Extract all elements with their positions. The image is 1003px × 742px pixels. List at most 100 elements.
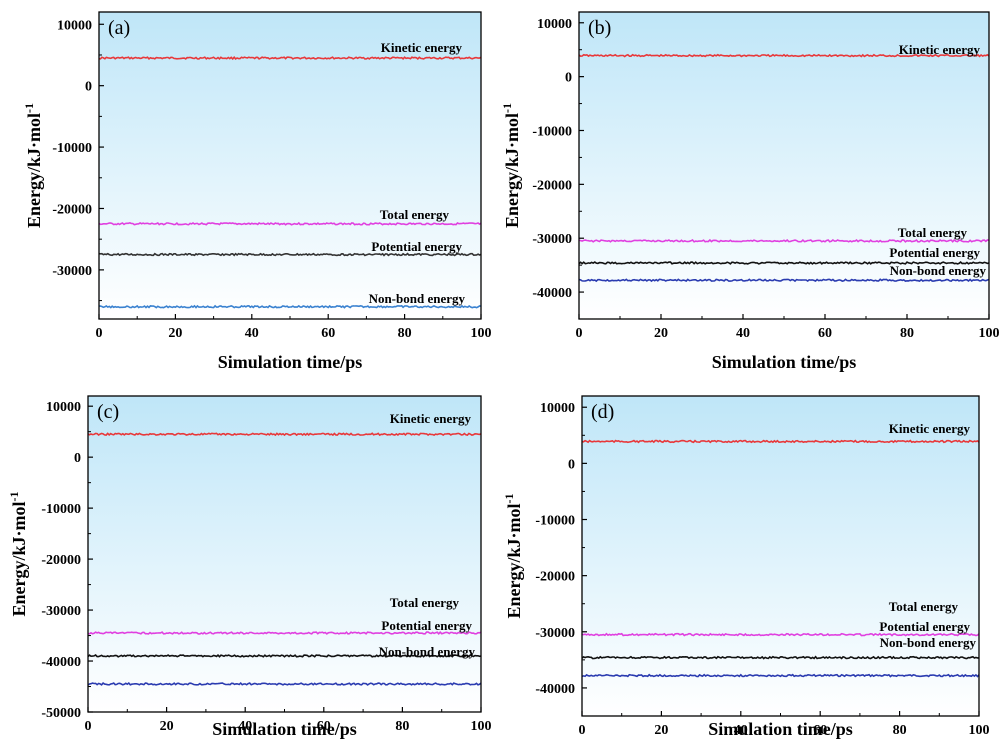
series-label: Non-bond energy <box>880 635 977 650</box>
y-tick-label: -20000 <box>41 553 81 568</box>
y-axis-title: Energy/kJ·mol-1 <box>22 103 44 228</box>
x-tick-label: 100 <box>471 326 492 341</box>
y-axis-title-text: Energy/kJ·mol <box>9 501 29 616</box>
x-tick-label: 40 <box>734 723 748 738</box>
series-line-total-energy <box>87 631 482 635</box>
y-axis-title-text: Energy/kJ·mol <box>504 503 524 618</box>
y-tick-label: -20000 <box>532 178 572 193</box>
plot-area <box>88 396 481 712</box>
series-line-total-energy <box>581 632 980 637</box>
x-tick-label: 60 <box>813 723 827 738</box>
series-line-non-bond-energy <box>581 673 980 678</box>
y-tick-label: -10000 <box>535 514 575 529</box>
chart-panel-b: Kinetic energy Total energy Potential ener… <box>500 11 1000 372</box>
y-tick-label: 10000 <box>540 401 575 416</box>
series-label: Total energy <box>898 225 968 240</box>
x-tick-label: 80 <box>893 723 907 738</box>
x-tick-label: 40 <box>245 326 259 341</box>
x-tick-label: 0 <box>576 326 583 341</box>
y-tick-label: -10000 <box>532 124 572 139</box>
series-label: Total energy <box>380 207 450 222</box>
y-axis-title-text: Energy/kJ·mol <box>502 113 522 228</box>
y-tick-label: -10000 <box>41 502 81 517</box>
chart-panel-d: Kinetic energy Total energy Potential ener… <box>502 395 990 739</box>
x-tick-label: 20 <box>654 723 668 738</box>
y-tick-label: 0 <box>565 71 572 86</box>
y-axis-title: Energy/kJ·mol-1 <box>7 491 29 616</box>
x-axis-title: Simulation time/ps <box>212 719 357 739</box>
series-line-total-energy <box>98 221 482 226</box>
y-tick-label: 0 <box>568 457 575 472</box>
x-tick-label: 0 <box>96 326 103 341</box>
x-tick-label: 0 <box>579 723 586 738</box>
x-tick-label: 40 <box>736 326 750 341</box>
series-label: Potential energy <box>381 618 472 633</box>
series-label: Potential energy <box>371 239 462 254</box>
y-tick-label: -20000 <box>52 202 92 217</box>
y-tick-label: -40000 <box>41 655 81 670</box>
x-tick-label: 80 <box>398 326 412 341</box>
plot-area <box>582 396 979 716</box>
series-label: Kinetic energy <box>381 40 463 55</box>
y-tick-label: 0 <box>85 80 92 95</box>
y-axis-title-superscript: -1 <box>502 493 516 503</box>
x-tick-label: 20 <box>160 719 174 734</box>
y-tick-label: -30000 <box>535 626 575 641</box>
series-line-kinetic-energy <box>578 53 990 58</box>
series-line-non-bond-energy <box>99 304 482 309</box>
y-tick-label: 10000 <box>46 400 81 415</box>
y-axis-title-superscript: -1 <box>22 103 36 113</box>
y-tick-label: -30000 <box>41 604 81 619</box>
y-axis-title: Energy/kJ·mol-1 <box>500 103 522 228</box>
y-tick-label: 0 <box>74 451 81 466</box>
y-axis-title: Energy/kJ·mol-1 <box>502 493 524 618</box>
x-tick-label: 20 <box>168 326 182 341</box>
series-label: Potential energy <box>879 619 970 634</box>
series-label: Total energy <box>390 595 460 610</box>
x-axis-title: Simulation time/ps <box>218 352 363 372</box>
plot-area <box>99 12 481 319</box>
series-line-total-energy <box>578 238 990 243</box>
panel-label: (c) <box>97 401 119 423</box>
x-tick-label: 20 <box>654 326 668 341</box>
series-line-kinetic-energy <box>87 432 482 437</box>
series-label: Potential energy <box>889 245 980 260</box>
x-tick-label: 60 <box>321 326 335 341</box>
y-tick-label: -30000 <box>532 232 572 247</box>
panel-label: (d) <box>591 401 614 423</box>
panel-label: (a) <box>108 17 130 39</box>
y-tick-label: -20000 <box>535 570 575 585</box>
series-label: Kinetic energy <box>889 421 971 436</box>
chart-panel-c: Kinetic energy Total energy Potential ener… <box>7 395 492 739</box>
y-axis-title-superscript: -1 <box>500 103 514 113</box>
y-axis-title-text: Energy/kJ·mol <box>24 113 44 228</box>
series-line-potential-energy <box>98 252 482 257</box>
series-label: Total energy <box>889 599 959 614</box>
x-tick-label: 100 <box>979 326 1000 341</box>
panel-label: (b) <box>588 17 611 39</box>
y-tick-label: -30000 <box>52 264 92 279</box>
series-label: Kinetic energy <box>899 42 981 57</box>
series-label: Non-bond energy <box>890 263 987 278</box>
series-line-potential-energy <box>581 655 979 660</box>
series-line-kinetic-energy <box>99 55 482 61</box>
series-label: Non-bond energy <box>379 644 476 659</box>
series-line-potential-energy <box>87 653 482 658</box>
y-tick-label: 10000 <box>57 18 92 33</box>
x-tick-label: 80 <box>395 719 409 734</box>
x-tick-label: 100 <box>471 719 492 734</box>
x-tick-label: 40 <box>238 719 252 734</box>
y-tick-label: -40000 <box>535 682 575 697</box>
series-line-non-bond-energy <box>578 278 990 283</box>
series-line-non-bond-energy <box>87 681 482 686</box>
series-line-kinetic-energy <box>581 439 980 444</box>
x-tick-label: 0 <box>85 719 92 734</box>
x-tick-label: 60 <box>818 326 832 341</box>
x-axis-title: Simulation time/ps <box>708 719 853 739</box>
y-tick-label: -10000 <box>52 141 92 156</box>
chart-panel-a: Kinetic energy Total energy Potential ener… <box>22 11 492 372</box>
y-tick-label: -40000 <box>532 286 572 301</box>
x-tick-label: 100 <box>969 723 990 738</box>
y-axis-title-superscript: -1 <box>7 491 21 501</box>
